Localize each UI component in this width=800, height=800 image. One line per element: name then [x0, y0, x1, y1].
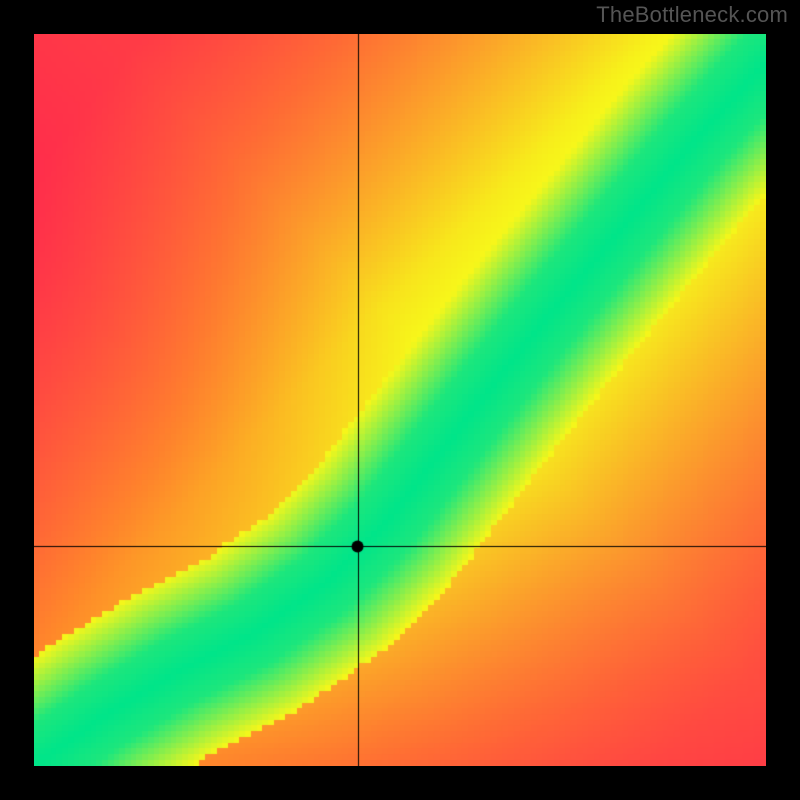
watermark-text: TheBottleneck.com: [596, 2, 788, 28]
chart-container: TheBottleneck.com: [0, 0, 800, 800]
heatmap-canvas: [34, 34, 766, 766]
